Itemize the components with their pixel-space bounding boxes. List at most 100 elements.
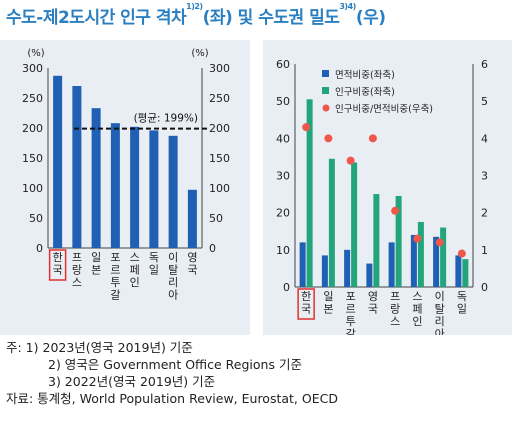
- x-tick-label-스페인-char: 스: [412, 290, 422, 303]
- legend-label-0: 면적비중(좌축): [335, 69, 395, 81]
- population-share-bar-영국: [373, 194, 380, 287]
- x-tick-label-독일-char: 독: [457, 290, 467, 303]
- area-share-bar-독일: [455, 255, 462, 287]
- x-tick-label-이탈리아-char: 리: [168, 276, 178, 289]
- x-tick-label-프랑스-char: 스: [72, 276, 82, 289]
- x-tick-label-한국: 한국: [301, 290, 311, 316]
- footnotes: 주: 1) 2023년(영국 2019년) 기준 2) 영국은 Governme…: [6, 339, 338, 407]
- right-y-tick-label: 50: [209, 212, 223, 225]
- highlight-box: [297, 288, 315, 320]
- x-tick-label-독일: 독일: [457, 290, 467, 316]
- legend-marker-1: [322, 87, 329, 94]
- bar-영국: [187, 189, 197, 248]
- right-unit-label: (%): [191, 48, 208, 59]
- x-tick-label-스페인-char: 인: [412, 315, 422, 328]
- right-chart-panel: 0 10 20 30 40 50 60 0 1 2 3 4 5 6 한 국 일 본 포 르 투 갈 영 국 프 랑 스 스 페 인 이 탈 리 아…: [263, 40, 512, 341]
- x-tick-label-프랑스: 프랑스: [390, 290, 400, 328]
- x-tick-label-포르투갈-char: 르: [110, 264, 120, 277]
- ratio-point-한국: [302, 123, 311, 132]
- ratio-point-독일: [457, 249, 466, 258]
- ratio-point-영국: [368, 134, 377, 143]
- left-y-tick-label: 20: [276, 207, 290, 220]
- left-y-tick-label: 40: [276, 132, 290, 145]
- area-share-bar-스페인: [410, 234, 417, 287]
- left-y-tick-label: 200: [22, 122, 43, 135]
- x-tick-label-영국-char: 국: [368, 303, 378, 316]
- bar-프랑스: [72, 86, 82, 248]
- footnote-1: 주: 1) 2023년(영국 2019년) 기준: [6, 340, 193, 355]
- ratio-point-스페인: [413, 234, 422, 243]
- left-y-tick-label: 50: [276, 95, 290, 108]
- left-y-tick-label: 10: [276, 244, 290, 257]
- x-tick-label-이탈리아-char: 리: [435, 315, 445, 328]
- left-chart-panel: 0 0 50 50 100 100 150 150 200 200 250 250 300 300 (%)(…: [0, 40, 250, 335]
- title-footnote-1: 1)2): [186, 2, 203, 11]
- chart-title: 수도-제2도시간 인구 격차1)2)(좌) 및 수도권 밀도3)4)(우): [6, 2, 386, 28]
- right-y-tick-label: 0: [209, 242, 216, 255]
- bar-독일: [149, 130, 159, 248]
- x-tick-label-영국: 영국: [368, 290, 378, 316]
- x-tick-label-한국: 한국: [53, 251, 63, 277]
- population-share-bar-한국: [306, 99, 313, 287]
- x-tick-label-일본: 일본: [323, 289, 333, 316]
- right-y-tick-label: 4: [481, 132, 488, 145]
- footnote-3: 3) 2022년(영국 2019년) 기준: [48, 374, 216, 389]
- x-tick-label-프랑스-char: 스: [390, 315, 400, 328]
- x-tick-label-스페인-char: 스: [130, 251, 140, 264]
- x-tick-label-한국-char: 한: [53, 251, 63, 264]
- area-share-bar-이탈리아: [433, 236, 440, 287]
- x-tick-label-스페인: 스페인: [412, 290, 422, 328]
- x-tick-label-스페인-char: 페: [412, 303, 422, 316]
- bar-일본: [91, 108, 101, 248]
- bar-스페인: [130, 126, 140, 248]
- area-share-bar-포르투갈: [344, 249, 351, 287]
- title-part-1: 수도-제2도시간 인구 격차: [6, 8, 187, 28]
- x-tick-label-일본: 일본: [91, 250, 101, 277]
- x-tick-label-스페인-char: 인: [130, 276, 140, 289]
- right-y-tick-label: 250: [209, 92, 230, 105]
- x-tick-label-프랑스-char: 랑: [72, 264, 82, 277]
- right-y-tick-label: 0: [481, 281, 488, 294]
- right-y-tick-label: 200: [209, 122, 230, 135]
- x-tick-label-이탈리아-char: 이: [168, 251, 178, 264]
- x-tick-label-영국-char: 국: [187, 264, 197, 277]
- x-tick-label-프랑스: 프랑스: [72, 251, 82, 289]
- area-share-bar-영국: [366, 263, 373, 287]
- x-tick-label-포르투갈-char: 포: [346, 290, 356, 303]
- left-y-tick-label: 300: [22, 62, 43, 75]
- x-tick-label-프랑스-char: 프: [390, 290, 400, 303]
- bar-한국: [53, 75, 63, 248]
- x-tick-label-포르투갈-char: 갈: [346, 327, 356, 336]
- bar-이탈리아: [168, 135, 178, 248]
- ratio-point-프랑스: [391, 206, 400, 215]
- x-tick-label-프랑스-char: 랑: [390, 303, 400, 316]
- legend-marker-0: [322, 70, 329, 77]
- right-y-tick-label: 5: [481, 95, 488, 108]
- x-tick-label-일본-char: 본: [91, 264, 101, 277]
- x-tick-label-포르투갈-char: 포: [110, 251, 120, 264]
- x-tick-label-일본-char: 본: [323, 303, 333, 316]
- x-tick-label-포르투갈-char: 투: [110, 276, 120, 289]
- x-tick-label-스페인: 스페인: [130, 251, 140, 289]
- left-y-tick-label: 30: [276, 170, 290, 183]
- x-tick-label-한국-char: 한: [301, 290, 311, 303]
- average-label: (평균: 199%): [134, 113, 198, 125]
- x-tick-label-이탈리아-char: 아: [168, 289, 178, 302]
- right-y-tick-label: 6: [481, 58, 488, 71]
- legend: 면적비중(좌축) 인구비중(좌축) 인구비중/면적비중(우축): [322, 69, 433, 115]
- x-tick-label-한국-char: 국: [301, 303, 311, 316]
- legend-label-1: 인구비중(좌축): [335, 87, 395, 98]
- ratio-point-이탈리아: [435, 238, 444, 247]
- ratio-point-포르투갈: [346, 156, 355, 165]
- left-y-tick-label: 0: [283, 281, 290, 294]
- x-tick-label-이탈리아-char: 탈: [168, 264, 178, 277]
- right-y-tick-label: 3: [481, 170, 488, 183]
- footnote-2: 2) 영국은 Government Office Regions 기준: [48, 357, 302, 372]
- area-share-bar-프랑스: [388, 242, 395, 287]
- x-tick-label-영국-char: 영: [187, 251, 197, 264]
- left-y-tick-label: 50: [29, 212, 43, 225]
- x-tick-label-독일-char: 독: [149, 251, 159, 264]
- right-chart: 01020304050600123456한국일본포르투갈영국프랑스스페인이탈리아…: [276, 58, 488, 341]
